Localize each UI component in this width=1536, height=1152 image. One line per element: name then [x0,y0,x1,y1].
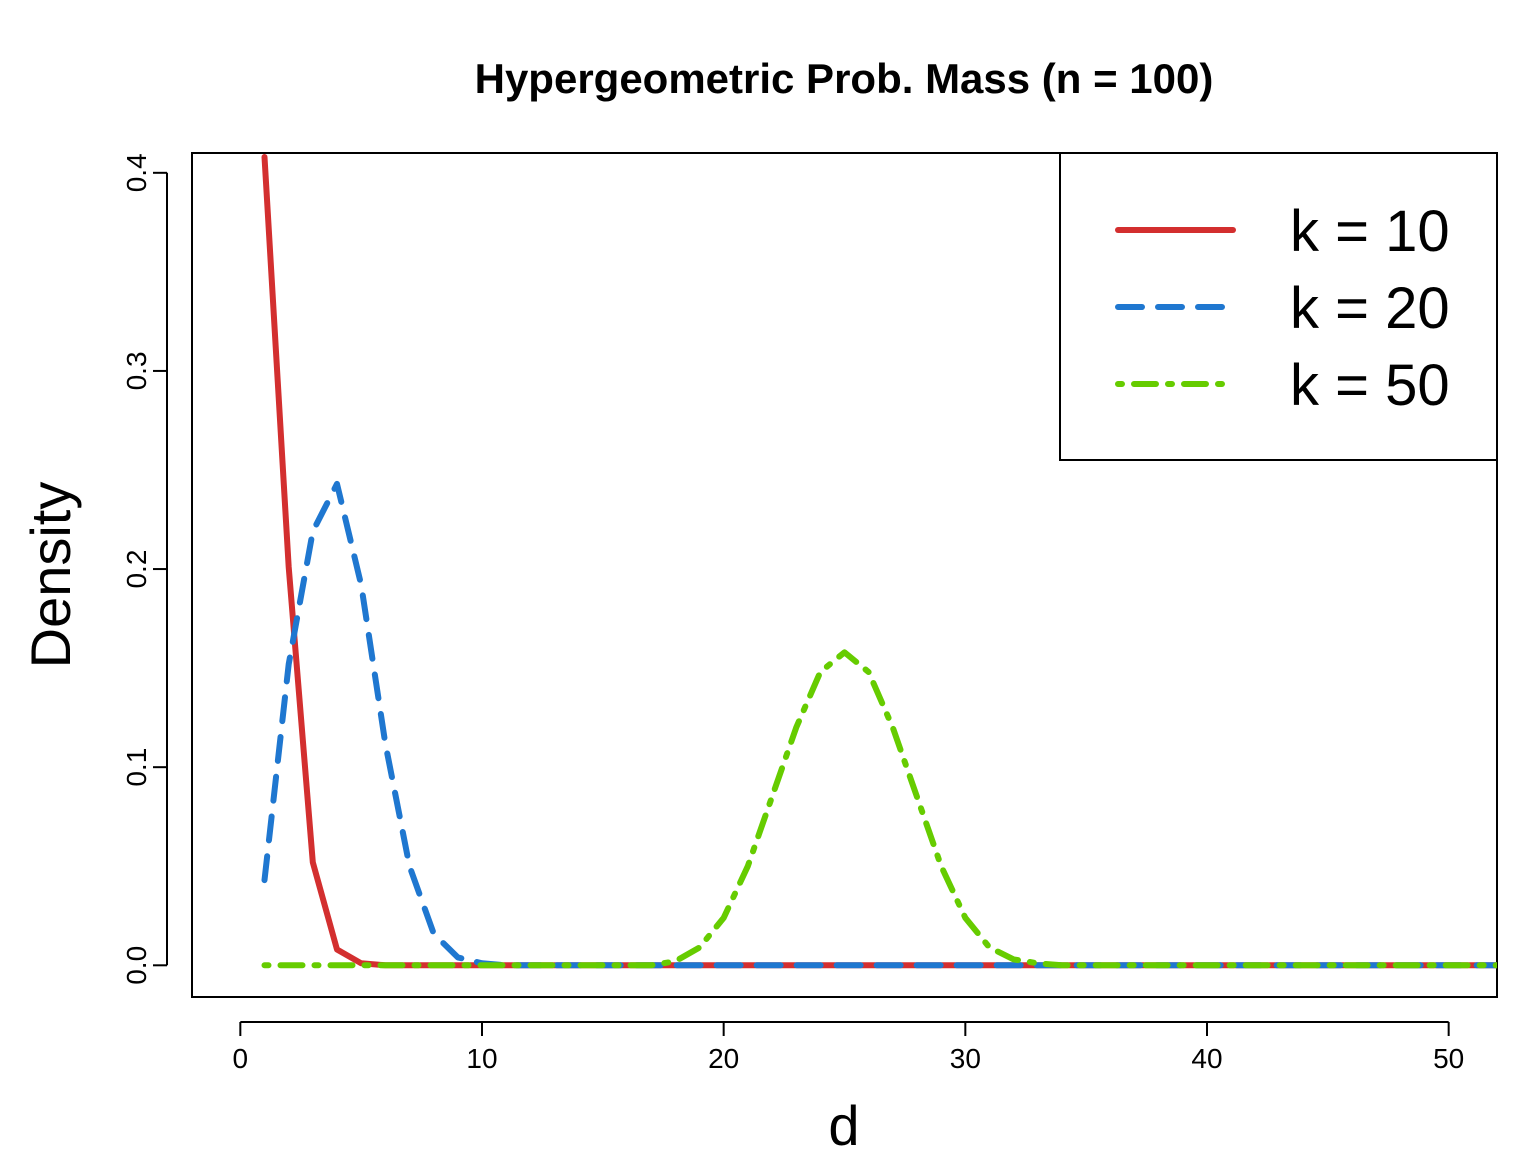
y-tick-label: 0.4 [121,153,152,192]
x-tick-label: 40 [1191,1043,1222,1074]
chart-title: Hypergeometric Prob. Mass (n = 100) [475,55,1214,102]
x-tick-label: 10 [466,1043,497,1074]
plot-frame [191,152,1498,998]
x-axis-title: d [828,1094,859,1152]
y-axis: 0.0 0.1 0.2 0.3 0.4 [121,153,168,985]
legend-label: k = 20 [1290,276,1450,341]
legend-label: k = 10 [1290,199,1450,264]
y-tick-label: 0.1 [121,748,152,787]
series-line-k-20 [261,480,1497,969]
y-tick-label: 0.0 [121,946,152,985]
y-tick-label: 0.3 [121,351,152,390]
series-layer [261,154,1497,969]
y-tick-label: 0.2 [121,550,152,589]
legend: k = 10 k = 20 k = 50 [1059,152,1498,461]
x-tick-label: 30 [950,1043,981,1074]
x-tick-label: 0 [233,1043,249,1074]
series-line-k-50 [261,649,1497,969]
legend-label: k = 50 [1290,353,1450,418]
x-tick-label: 50 [1433,1043,1464,1074]
x-axis: 0 10 20 30 40 50 [233,1021,1464,1074]
y-axis-title: Density [19,482,82,669]
x-tick-label: 20 [708,1043,739,1074]
